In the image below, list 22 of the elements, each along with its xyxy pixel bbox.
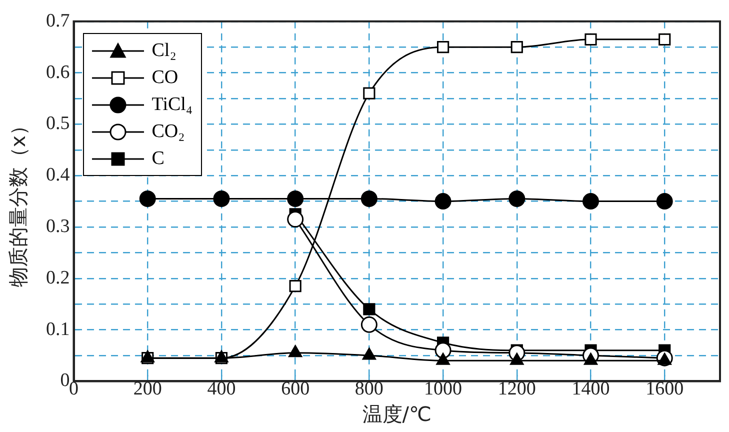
y-tick-label: 0.4 xyxy=(46,164,70,186)
x-tick-label: 1600 xyxy=(646,378,684,400)
legend-label: CO₂ xyxy=(152,120,185,144)
y-tick-label: 0.7 xyxy=(46,10,70,32)
x-axis-title: 温度/℃ xyxy=(362,402,432,426)
y-tick-label: 0.5 xyxy=(46,113,70,134)
x-tick-label: 800 xyxy=(354,378,384,400)
x-tick-label: 600 xyxy=(281,378,310,400)
y-tick-label: 0.2 xyxy=(46,267,70,288)
legend-label: CO xyxy=(152,66,178,90)
x-tick-label: 1000 xyxy=(424,378,462,400)
y-tick-label: 0.6 xyxy=(46,62,70,83)
y-axis-title: 物质的量分数（x） xyxy=(6,115,30,288)
y-tick-label: 0.3 xyxy=(46,216,70,237)
x-tick-label: 1400 xyxy=(572,378,610,400)
legend-label: Cl₂ xyxy=(152,39,176,64)
legend-label: TiCl₄ xyxy=(152,93,193,118)
x-tick-label: 1200 xyxy=(498,378,536,400)
x-tick-label: 200 xyxy=(133,378,162,400)
y-tick-label: 0.1 xyxy=(46,318,70,340)
legend-label: C xyxy=(152,147,164,172)
x-tick-label: 400 xyxy=(207,378,236,400)
